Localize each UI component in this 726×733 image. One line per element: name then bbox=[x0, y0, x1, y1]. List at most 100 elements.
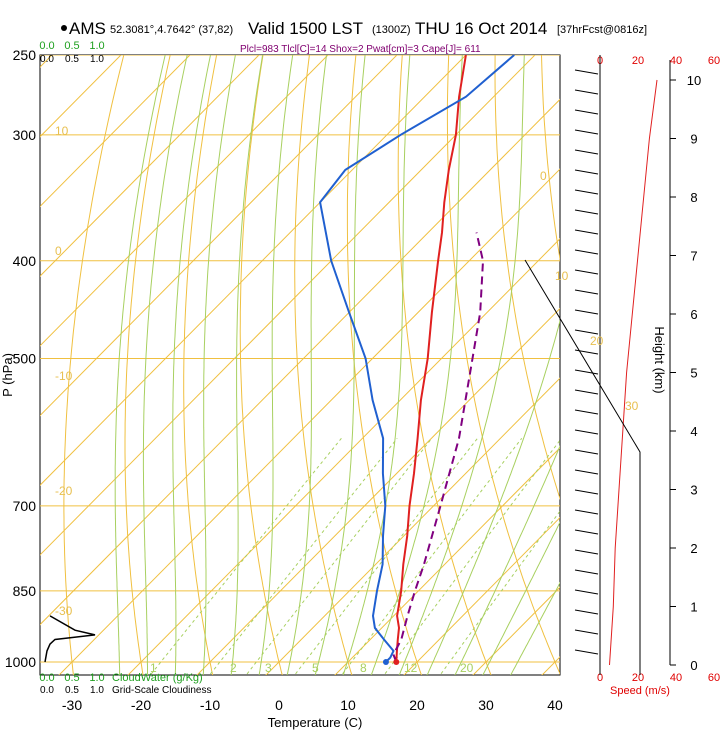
x-tick-label: 30 bbox=[478, 697, 494, 713]
mixing-ratio-label: 1 bbox=[150, 661, 157, 675]
moist-adiabat bbox=[454, 445, 560, 675]
moist-adiabat bbox=[258, 55, 294, 675]
speed-tick-top: 20 bbox=[632, 55, 644, 67]
wind-barb bbox=[574, 409, 599, 415]
mixing-ratio-label: 3 bbox=[265, 661, 272, 675]
speed-axis-label: Speed (m/s) bbox=[610, 685, 670, 697]
isotherm-line bbox=[40, 55, 260, 277]
isotherm-line bbox=[334, 447, 560, 675]
surface-temp-dot bbox=[393, 659, 400, 665]
speed-tick-bottom: 0 bbox=[597, 672, 603, 684]
isotherm-label: 10 bbox=[555, 269, 569, 283]
p-tick-label: 1000 bbox=[5, 654, 36, 670]
moist-adiabat bbox=[230, 55, 264, 675]
cloudwater-tick-bottom: 1.0 bbox=[89, 672, 104, 684]
mixing-ratio-line bbox=[341, 437, 523, 675]
wind-barb bbox=[574, 329, 599, 335]
height-tick-label: 1 bbox=[690, 600, 697, 615]
forecast-info: [37hrFcst@0816z] bbox=[557, 24, 647, 36]
dry-adiabat bbox=[446, 55, 560, 675]
height-tick-label: 6 bbox=[690, 307, 697, 322]
wind-barb bbox=[574, 649, 599, 655]
height-panel-outline bbox=[524, 259, 641, 675]
dry-adiabat bbox=[633, 37, 726, 683]
wind-barb bbox=[574, 89, 599, 95]
cloudiness-tick-top: 0.5 bbox=[65, 54, 79, 65]
cloudiness-label: Grid-Scale Cloudiness bbox=[112, 685, 212, 696]
isotherm-line bbox=[40, 55, 398, 417]
cloudiness-tick-top: 1.0 bbox=[90, 54, 104, 65]
moist-adiabat bbox=[114, 55, 166, 675]
speed-tick-top: 40 bbox=[670, 55, 682, 67]
cloudiness-tick-top: 0.0 bbox=[40, 54, 54, 65]
cloudwater-tick-top: 1.0 bbox=[89, 40, 104, 52]
wind-barb bbox=[574, 529, 599, 535]
cloudiness-tick-bottom: 1.0 bbox=[90, 685, 104, 696]
cloudwater-tick-top: 0.5 bbox=[64, 40, 79, 52]
isotherm-label: -30 bbox=[55, 604, 73, 618]
x-tick-label: 20 bbox=[409, 697, 425, 713]
wind-barb bbox=[574, 309, 599, 315]
moist-adiabat bbox=[370, 55, 463, 675]
wind-barb bbox=[574, 209, 599, 215]
isotherm-line bbox=[58, 168, 560, 675]
dry-adiabat bbox=[397, 55, 492, 675]
dry-adiabat bbox=[183, 55, 218, 675]
isotherm-line bbox=[40, 55, 536, 556]
station-coords: 52.3081°,4.7642° (37,82) bbox=[110, 24, 233, 36]
p-tick-label: 500 bbox=[13, 351, 37, 367]
isotherm-label: 0 bbox=[540, 169, 547, 183]
p-tick-label: 300 bbox=[13, 127, 37, 143]
cloudwater-tick-top: 0.0 bbox=[39, 40, 54, 52]
isotherm-line bbox=[127, 238, 560, 675]
mixing-ratio-label: 2 bbox=[230, 661, 237, 675]
wind-barb bbox=[574, 369, 599, 375]
x-tick-label: -20 bbox=[131, 697, 151, 713]
wind-barb bbox=[574, 349, 599, 355]
height-tick-label: 7 bbox=[690, 249, 697, 264]
isotherm-line bbox=[40, 55, 467, 486]
moist-adiabat bbox=[142, 55, 188, 675]
cloudwater-profile bbox=[44, 615, 96, 663]
dry-adiabat bbox=[494, 55, 560, 501]
valid-date: THU 16 Oct 2014 bbox=[415, 19, 547, 38]
height-tick-label: 2 bbox=[690, 541, 697, 556]
height-tick-label: 3 bbox=[690, 483, 697, 498]
wind-speed-profile bbox=[609, 79, 658, 666]
moist-adiabat bbox=[172, 55, 212, 675]
moist-adiabat bbox=[510, 581, 560, 675]
dry-adiabat bbox=[294, 55, 353, 675]
height-tick-label: 10 bbox=[687, 73, 701, 88]
isotherm-label: 10 bbox=[55, 124, 69, 138]
dry-adiabat bbox=[679, 37, 726, 683]
height-axis-label: Height (km) bbox=[652, 326, 667, 393]
station-marker-icon bbox=[61, 25, 67, 31]
wind-barb bbox=[574, 389, 599, 395]
dry-adiabat bbox=[124, 55, 171, 675]
dry-adiabat bbox=[540, 55, 560, 263]
profile-dewpoint bbox=[319, 55, 515, 663]
cloudwater-tick-bottom: 0.5 bbox=[64, 672, 79, 684]
p-tick-label: 400 bbox=[13, 253, 37, 269]
profile-parcel bbox=[392, 232, 485, 663]
x-tick-label: 0 bbox=[275, 697, 283, 713]
mixing-ratio-line bbox=[149, 437, 342, 675]
isotherm-line bbox=[403, 516, 560, 675]
p-tick-label: 850 bbox=[13, 583, 37, 599]
wind-barb bbox=[574, 449, 599, 455]
valid-time: Valid 1500 LST bbox=[248, 19, 363, 38]
mixing-ratio-line bbox=[208, 437, 398, 675]
dry-adiabat bbox=[63, 55, 125, 675]
wind-barb bbox=[574, 469, 599, 475]
moist-adiabat bbox=[314, 55, 366, 675]
x-axis-label: Temperature (C) bbox=[268, 715, 363, 730]
station-name: AMS bbox=[69, 19, 106, 38]
isotherm-line bbox=[40, 55, 329, 347]
wind-barb bbox=[574, 169, 599, 175]
surface-dew-dot bbox=[382, 659, 389, 665]
wind-barb bbox=[574, 269, 599, 275]
height-tick-label: 0 bbox=[690, 658, 697, 673]
mixing-ratio-label: 20 bbox=[460, 661, 474, 675]
wind-barb bbox=[574, 629, 599, 635]
